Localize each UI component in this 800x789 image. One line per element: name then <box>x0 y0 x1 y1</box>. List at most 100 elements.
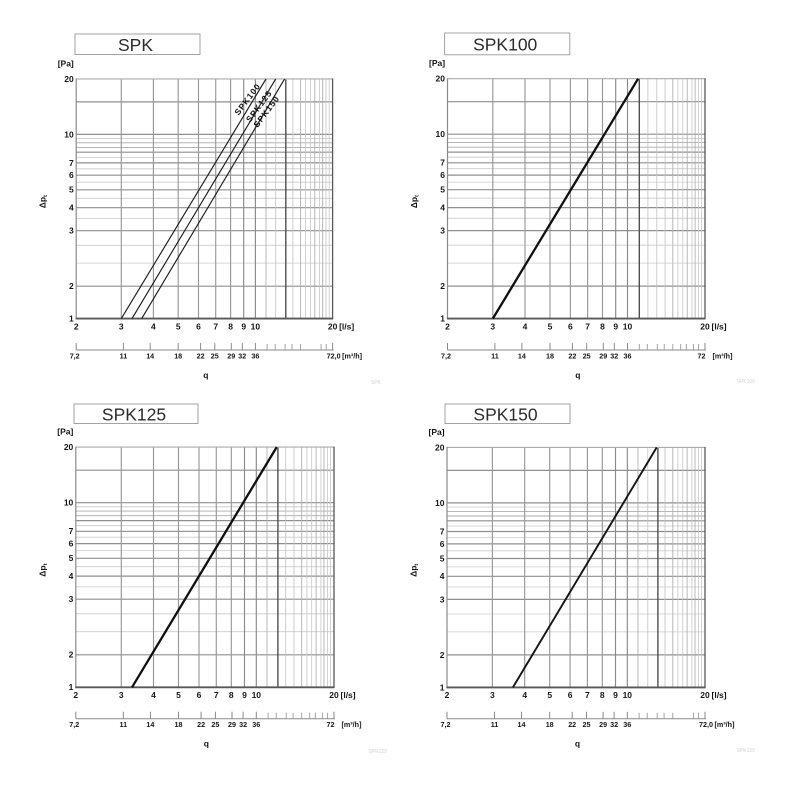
svg-text:4: 4 <box>151 690 156 700</box>
svg-text:10: 10 <box>436 129 446 139</box>
svg-text:q: q <box>575 370 580 380</box>
svg-text:2: 2 <box>69 281 74 291</box>
svg-text:7,2: 7,2 <box>69 720 79 729</box>
svg-text:10: 10 <box>435 498 445 508</box>
svg-text:72,0: 72,0 <box>327 351 341 360</box>
svg-text:SPK125: SPK125 <box>369 749 388 755</box>
svg-text:72,0: 72,0 <box>699 720 713 729</box>
svg-text:11: 11 <box>119 720 127 729</box>
svg-text:8: 8 <box>228 321 233 331</box>
svg-text:2: 2 <box>73 690 78 700</box>
svg-text:6: 6 <box>69 539 74 549</box>
svg-text:8: 8 <box>229 690 234 700</box>
svg-text:[Pa]: [Pa] <box>429 427 445 437</box>
svg-text:6: 6 <box>568 690 573 700</box>
svg-text:18: 18 <box>546 720 554 729</box>
svg-text:22: 22 <box>197 351 205 360</box>
svg-text:18: 18 <box>546 351 554 360</box>
svg-text:2: 2 <box>440 281 445 291</box>
svg-text:SPK: SPK <box>371 380 382 386</box>
svg-text:2: 2 <box>74 321 79 331</box>
svg-text:[m³/h]: [m³/h] <box>342 351 362 360</box>
svg-text:6: 6 <box>440 539 445 549</box>
svg-text:7: 7 <box>69 526 74 536</box>
svg-text:10: 10 <box>623 690 633 700</box>
svg-text:4: 4 <box>523 321 528 331</box>
svg-text:14: 14 <box>518 351 526 360</box>
svg-text:SPK100: SPK100 <box>473 35 537 55</box>
svg-text:6: 6 <box>69 170 74 180</box>
svg-text:11: 11 <box>491 720 499 729</box>
svg-text:9: 9 <box>613 690 618 700</box>
svg-text:4: 4 <box>440 203 445 213</box>
svg-text:Δpt: Δpt <box>37 563 49 576</box>
svg-text:22: 22 <box>568 351 576 360</box>
svg-text:7: 7 <box>440 526 445 536</box>
svg-text:20: 20 <box>64 442 74 452</box>
svg-text:36: 36 <box>251 351 259 360</box>
svg-text:7: 7 <box>213 321 218 331</box>
svg-text:1: 1 <box>69 682 74 692</box>
svg-text:22: 22 <box>197 720 205 729</box>
svg-text:32: 32 <box>610 351 618 360</box>
svg-text:4: 4 <box>69 203 74 213</box>
svg-text:20: 20 <box>64 74 74 84</box>
svg-text:18: 18 <box>174 351 182 360</box>
svg-text:20: 20 <box>700 690 710 700</box>
svg-text:9: 9 <box>241 321 246 331</box>
svg-text:q: q <box>204 739 209 749</box>
svg-text:36: 36 <box>623 720 631 729</box>
svg-text:[m³/h]: [m³/h] <box>713 351 733 360</box>
svg-text:10: 10 <box>64 498 74 508</box>
svg-text:6: 6 <box>440 170 445 180</box>
svg-text:[m³/h]: [m³/h] <box>342 720 362 729</box>
svg-text:7: 7 <box>69 158 74 168</box>
svg-text:q: q <box>575 739 580 749</box>
svg-text:29: 29 <box>228 720 236 729</box>
svg-text:14: 14 <box>518 720 526 729</box>
svg-text:5: 5 <box>548 321 553 331</box>
svg-text:11: 11 <box>491 351 499 360</box>
svg-text:7: 7 <box>440 158 445 168</box>
svg-text:11: 11 <box>120 351 128 360</box>
svg-text:3: 3 <box>119 321 124 331</box>
svg-text:7: 7 <box>214 690 219 700</box>
svg-text:SPK125: SPK125 <box>102 404 166 424</box>
svg-text:Δpt: Δpt <box>409 195 421 208</box>
svg-text:[Pa]: [Pa] <box>58 58 74 68</box>
svg-text:[Pa]: [Pa] <box>57 427 73 437</box>
svg-text:4: 4 <box>69 571 74 581</box>
svg-text:20: 20 <box>328 321 338 331</box>
svg-text:25: 25 <box>583 720 591 729</box>
svg-text:8: 8 <box>600 321 605 331</box>
svg-text:5: 5 <box>69 185 74 195</box>
svg-text:18: 18 <box>175 720 183 729</box>
svg-text:29: 29 <box>227 351 235 360</box>
svg-text:10: 10 <box>251 321 261 331</box>
svg-text:9: 9 <box>242 690 247 700</box>
svg-text:1: 1 <box>440 682 445 692</box>
svg-text:25: 25 <box>583 351 591 360</box>
svg-text:29: 29 <box>599 351 607 360</box>
svg-text:3: 3 <box>119 690 124 700</box>
svg-text:32: 32 <box>610 720 618 729</box>
svg-text:SPK150: SPK150 <box>737 748 756 754</box>
svg-text:SPK150: SPK150 <box>473 404 537 424</box>
svg-text:5: 5 <box>69 553 74 563</box>
svg-text:2: 2 <box>69 650 74 660</box>
svg-text:7,2: 7,2 <box>441 351 451 360</box>
svg-text:7: 7 <box>585 321 590 331</box>
svg-text:25: 25 <box>211 720 219 729</box>
svg-text:72: 72 <box>327 720 335 729</box>
svg-text:5: 5 <box>547 690 552 700</box>
svg-text:3: 3 <box>490 690 495 700</box>
svg-text:10: 10 <box>64 129 74 139</box>
svg-text:[m³/h]: [m³/h] <box>715 720 735 729</box>
svg-text:20: 20 <box>329 690 339 700</box>
svg-text:3: 3 <box>440 594 445 604</box>
svg-text:36: 36 <box>624 351 632 360</box>
svg-text:7,2: 7,2 <box>441 720 451 729</box>
svg-text:q: q <box>203 370 208 380</box>
svg-text:20: 20 <box>435 442 445 452</box>
svg-text:20: 20 <box>436 74 446 84</box>
